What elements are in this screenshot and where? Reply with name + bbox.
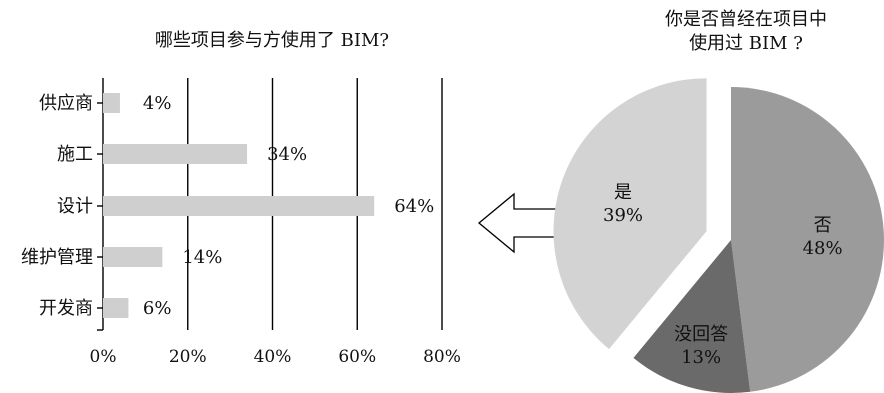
- bar-chart-value-labels: 4% 34% 64% 14% 6%: [143, 93, 434, 319]
- bar: [103, 196, 375, 216]
- bar-chart-bars: [103, 93, 375, 318]
- data-label: 4%: [143, 93, 172, 114]
- data-label: 64%: [394, 196, 434, 217]
- bar: [103, 144, 248, 164]
- pie-slice-percent: 39%: [603, 205, 643, 226]
- pie-chart-title-line-2: 使用过 BIM ?: [689, 33, 803, 54]
- pie-chart-title-line-1: 你是否曾经在项目中: [665, 9, 827, 30]
- bar: [103, 298, 129, 318]
- bar: [103, 93, 120, 113]
- x-tick-label: 60%: [338, 347, 376, 367]
- data-label: 14%: [182, 247, 222, 268]
- pie-slice: [731, 87, 884, 392]
- category-label: 施工: [57, 144, 93, 165]
- pie-slice-name: 没回答: [674, 324, 728, 345]
- data-label: 6%: [143, 298, 172, 319]
- category-label: 维护管理: [21, 247, 93, 268]
- x-tick-label: 40%: [254, 347, 292, 367]
- category-label: 供应商: [39, 93, 93, 114]
- bar: [103, 247, 163, 267]
- pie-slice-percent: 48%: [803, 238, 843, 259]
- pie-slice-name: 是: [614, 182, 632, 203]
- x-tick-label: 20%: [169, 347, 207, 367]
- pie-chart-slices: [553, 78, 884, 393]
- bar-chart-x-tick-labels: 0% 20% 40% 60% 80%: [90, 347, 461, 367]
- x-tick-label: 80%: [423, 347, 461, 367]
- category-label: 开发商: [39, 298, 93, 319]
- category-label: 设计: [57, 196, 93, 217]
- pie-slice-percent: 13%: [681, 347, 721, 368]
- x-tick-label: 0%: [90, 347, 117, 367]
- data-label: 34%: [267, 144, 307, 165]
- pie-slice: [553, 78, 707, 350]
- bar-chart-title: 哪些项目参与方使用了 BIM?: [155, 30, 389, 51]
- pie-slice-name: 否: [814, 215, 832, 236]
- pie-slice: [633, 240, 751, 393]
